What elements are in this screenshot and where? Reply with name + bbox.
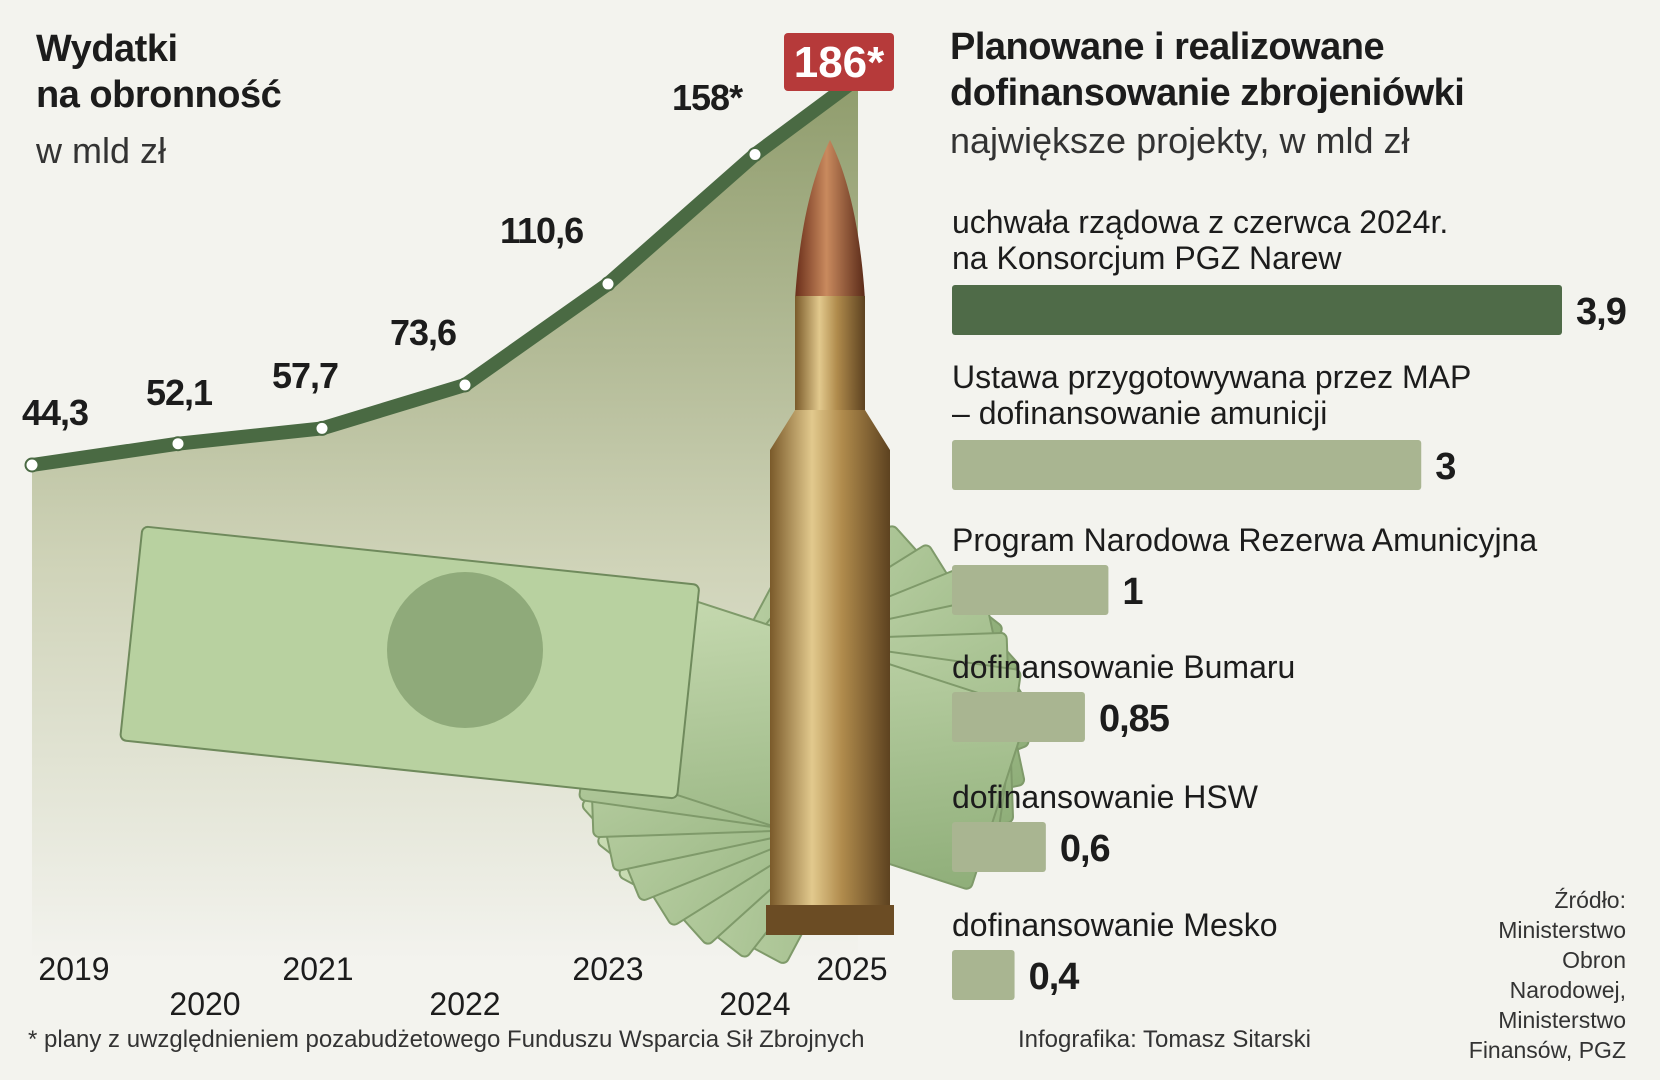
source-line-1: Źródło: (1554, 887, 1626, 913)
value-label: 158* (672, 77, 743, 118)
x-tick-label: 2020 (169, 986, 240, 1022)
value-label-highlighted: 186* (794, 38, 885, 87)
right-title-line-1: Planowane i realizowane (950, 26, 1385, 68)
bar-category-label: na Konsorcjum PGZ Narew (952, 240, 1342, 276)
cartridge-rim (766, 905, 894, 935)
source-line-6: Finansów, PGZ (1468, 1037, 1626, 1063)
data-point (747, 146, 763, 162)
bar-value-label: 0,85 (1099, 698, 1170, 740)
left-chart-subtitle: w mld zł (36, 130, 167, 171)
cartridge-illustration (766, 140, 894, 935)
left-title-line-2: na obronność (36, 74, 282, 116)
bar-value-label: 1 (1122, 571, 1143, 613)
bar-category-label: Program Narodowa Rezerwa Amunicyjna (952, 522, 1537, 558)
bar-category-label: dofinansowanie HSW (952, 779, 1259, 815)
bar (952, 692, 1085, 742)
bullet-tip (795, 140, 865, 300)
value-label: 57,7 (272, 355, 338, 396)
bar (952, 565, 1109, 615)
value-label: 52,1 (146, 372, 213, 413)
bar (952, 950, 1015, 1000)
infographic-credit: Infografika: Tomasz Sitarski (1018, 1026, 1312, 1053)
data-point (457, 377, 473, 393)
x-tick-label: 2025 (816, 951, 887, 987)
right-chart-heading: Planowane i realizowane dofinansowanie z… (950, 24, 1650, 162)
bar-category-label: uchwała rządowa z czerwca 2024r. (952, 204, 1448, 240)
right-title-line-2: dofinansowanie zbrojeniówki (950, 72, 1465, 114)
data-point (314, 420, 330, 436)
x-tick-label: 2023 (572, 951, 643, 987)
data-point (600, 276, 616, 292)
data-point (24, 457, 40, 473)
source-line-2: Ministerstwo (1498, 917, 1626, 943)
banknotes-illustration (119, 506, 1030, 964)
bar-category-label: – dofinansowanie amunicji (952, 395, 1327, 431)
cartridge-case (770, 410, 890, 905)
bar-value-label: 3,9 (1576, 291, 1626, 333)
bar-value-label: 3 (1435, 446, 1455, 488)
x-tick-label: 2024 (719, 986, 790, 1022)
source-line-4: Narodowej, (1509, 977, 1626, 1003)
source-note: Źródło: Ministerstwo Obron Narodowej, Mi… (1426, 885, 1626, 1065)
left-chart-title: Wydatki na obronność (36, 26, 282, 118)
source-line-3: Obron (1562, 947, 1626, 973)
left-title-line-1: Wydatki (36, 28, 178, 70)
bar-value-label: 0,4 (1029, 956, 1080, 998)
bar (952, 440, 1422, 490)
value-label: 110,6 (500, 210, 583, 251)
data-point (170, 436, 186, 452)
bar-category-label: dofinansowanie Mesko (952, 907, 1278, 943)
footnote: * plany z uwzględnieniem pozabudżetowego… (28, 1026, 865, 1053)
bar-category-label: Ustawa przygotowywana przez MAP (952, 359, 1471, 395)
value-label: 44,3 (22, 392, 88, 433)
bar-value-label: 0,6 (1060, 828, 1110, 870)
right-chart-subtitle: największe projekty, w mld zł (950, 120, 1410, 161)
x-tick-label: 2022 (429, 986, 500, 1022)
banknote-portrait (387, 572, 543, 728)
cartridge-neck (795, 296, 865, 416)
right-chart-title: Planowane i realizowane dofinansowanie z… (950, 24, 1650, 116)
value-label: 73,6 (390, 312, 456, 353)
x-tick-label: 2019 (38, 951, 109, 987)
highlight-badge (784, 33, 894, 91)
bar (952, 822, 1046, 872)
bar (952, 285, 1562, 335)
bar-category-label: dofinansowanie Bumaru (952, 649, 1295, 685)
source-line-5: Ministerstwo (1498, 1007, 1626, 1033)
x-tick-label: 2021 (282, 951, 353, 987)
